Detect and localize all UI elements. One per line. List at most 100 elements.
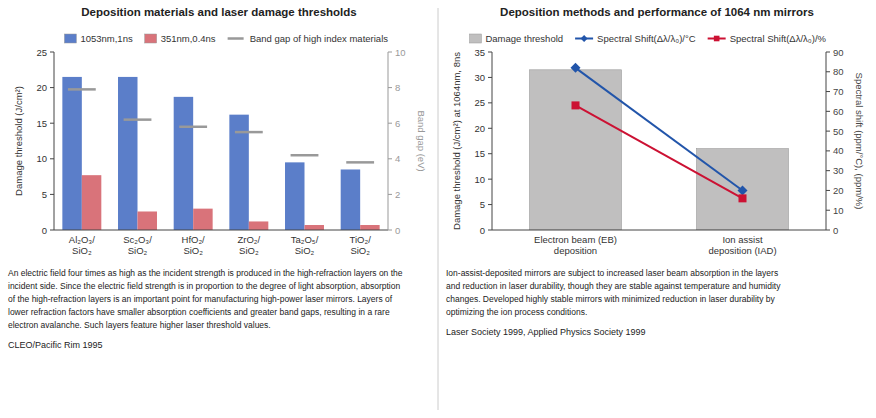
band-mark xyxy=(68,88,96,91)
y-tick-label: 30 xyxy=(474,72,485,83)
y2-tick-label: 60 xyxy=(833,106,844,117)
bar xyxy=(360,225,379,230)
y2-tick-label: 70 xyxy=(833,86,844,97)
y2-tick-label: 4 xyxy=(395,153,400,164)
bar xyxy=(341,169,360,230)
y2-tick-label: 50 xyxy=(833,126,844,137)
text-line: SiO₂ xyxy=(350,245,370,256)
y2-tick-label: 2 xyxy=(395,189,400,200)
y-tick-label: 20 xyxy=(474,123,485,134)
band-mark xyxy=(124,118,152,121)
legend-item: Band gap of high index materials xyxy=(228,33,389,44)
x-tick-label: Electron beam (EB)deposition xyxy=(534,234,617,256)
legend: Damage threshold Spectral Shift(Δλ/λ₀)/°C… xyxy=(469,33,826,44)
text-line: SiO₂ xyxy=(239,245,259,256)
y2-axis xyxy=(388,52,389,230)
y2-tick-label: 40 xyxy=(833,145,844,156)
x-tick-label: HfO₂/SiO₂ xyxy=(182,234,206,256)
marker xyxy=(571,63,581,73)
legend-label: Spectral Shift(Δλ/λ₀)/% xyxy=(730,33,827,44)
band-mark xyxy=(235,131,263,134)
y-tick xyxy=(488,102,492,103)
annotation: incident side. Since the electric field … xyxy=(8,281,400,291)
y2-tick xyxy=(388,158,392,159)
x-tick-label: Sc₂O₃/SiO₂ xyxy=(123,234,152,256)
text-line: SiO₂ xyxy=(72,245,92,256)
annotation: Laser Society 1999, Applied Physics Soci… xyxy=(446,327,646,337)
text-line: SiO₂ xyxy=(128,245,148,256)
band-mark xyxy=(291,154,319,157)
bar xyxy=(118,77,137,230)
panel: Deposition methods and performance of 10… xyxy=(446,6,865,337)
y2-tick xyxy=(826,170,830,171)
y2-tick xyxy=(826,150,830,151)
bar xyxy=(174,97,193,230)
y2-tick-label: 8 xyxy=(395,82,400,93)
y2-tick xyxy=(826,190,830,191)
y-tick xyxy=(50,52,54,53)
text-line: TiO₂/ xyxy=(350,234,372,245)
y2-label: Band gap (eV) xyxy=(416,110,427,171)
y2-tick xyxy=(388,52,392,53)
legend-swatch xyxy=(228,37,244,40)
y2-tick xyxy=(826,71,830,72)
y-tick xyxy=(50,194,54,195)
legend-marker xyxy=(581,35,588,42)
y-label: Damage threshold (J/cm²) at 1064nm, 8ns xyxy=(451,52,462,230)
annotation: lower refraction factors have smaller ab… xyxy=(8,307,390,317)
legend-item: 351nm,0.4ns xyxy=(145,33,216,44)
y-tick xyxy=(50,230,54,231)
y-tick-label: 10 xyxy=(36,153,47,164)
y2-tick-label: 80 xyxy=(833,66,844,77)
legend-item: Damage threshold xyxy=(469,33,563,44)
y-tick-label: 35 xyxy=(474,47,485,58)
y-tick xyxy=(50,123,54,124)
x-tick-label: TiO₂/SiO₂ xyxy=(350,234,372,256)
y-label: Damage threshold (J/cm²) xyxy=(13,86,24,196)
y-tick xyxy=(488,179,492,180)
band-mark xyxy=(179,126,207,129)
x-tick-label: Ion assistdeposition (IAD) xyxy=(708,234,776,256)
legend-marker xyxy=(714,36,720,42)
bar xyxy=(62,77,81,230)
title: Deposition methods and performance of 10… xyxy=(500,6,814,18)
bar xyxy=(697,149,789,230)
y-tick-label: 5 xyxy=(42,189,47,200)
line xyxy=(576,68,743,191)
legend-label: Spectral Shift(Δλ/λ₀)/°C xyxy=(597,33,696,44)
bar xyxy=(285,162,304,230)
y-tick xyxy=(488,153,492,154)
y-axis xyxy=(54,52,55,230)
marker xyxy=(572,101,580,109)
y2-tick xyxy=(388,194,392,195)
annotation: electron avalanche. Such layers feature … xyxy=(8,320,271,330)
y-tick xyxy=(50,158,54,159)
y-tick-label: 0 xyxy=(480,225,485,236)
legend-item: 1053nm,1ns xyxy=(64,33,133,44)
y2-tick xyxy=(826,131,830,132)
y-tick-label: 5 xyxy=(480,199,485,210)
y-tick-label: 25 xyxy=(36,47,47,58)
legend-swatch xyxy=(64,34,76,43)
text-line: Sc₂O₃/ xyxy=(123,234,152,245)
text-line: Al₂O₃/ xyxy=(69,234,95,245)
legend-swatch xyxy=(145,34,157,43)
y2-tick-label: 0 xyxy=(395,225,400,236)
marker xyxy=(739,194,747,202)
annotation: Ion-assist-deposited mirrors are subject… xyxy=(446,268,778,278)
y2-tick-label: 90 xyxy=(833,47,844,58)
x-tick-label: Al₂O₃/SiO₂ xyxy=(69,234,95,256)
bar xyxy=(82,175,101,230)
y2-tick xyxy=(826,210,830,211)
bar xyxy=(138,211,157,230)
legend-label: Band gap of high index materials xyxy=(250,33,389,44)
legend-label: 351nm,0.4ns xyxy=(161,33,216,44)
text-line: Ta₂O₅/ xyxy=(291,234,319,245)
y2-tick xyxy=(826,91,830,92)
text-line: SiO₂ xyxy=(183,245,203,256)
y-tick-label: 10 xyxy=(474,174,485,185)
bar xyxy=(305,225,324,230)
bar xyxy=(249,221,268,230)
legend-item: Spectral Shift(Δλ/λ₀)/% xyxy=(708,33,827,44)
y2-axis xyxy=(826,52,827,230)
